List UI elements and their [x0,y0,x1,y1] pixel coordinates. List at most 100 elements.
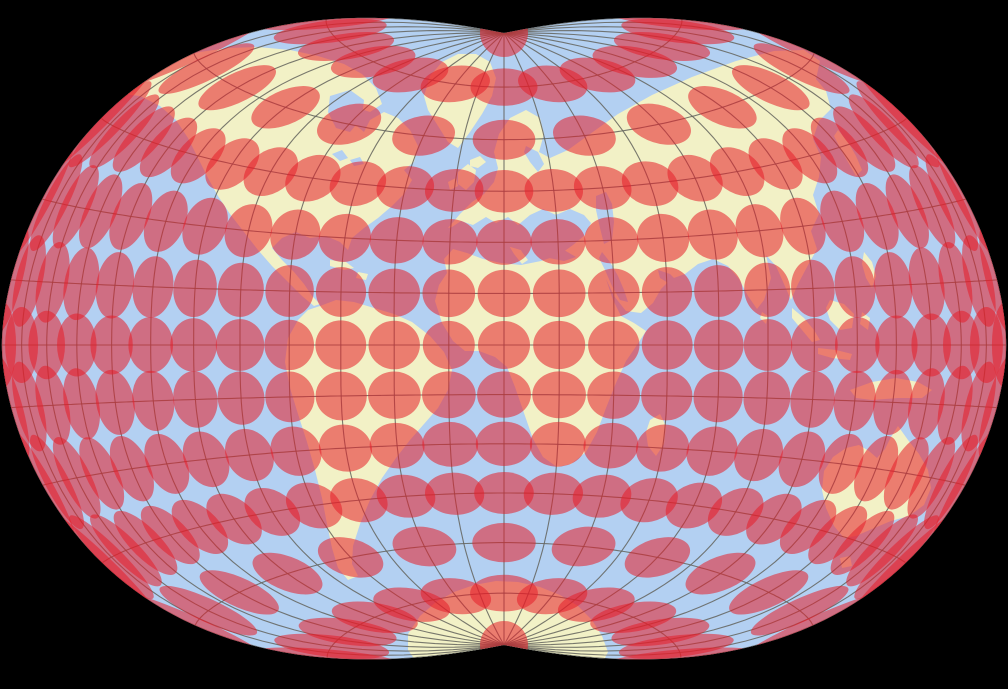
tissot-indicatrix [943,310,980,380]
tissot-indicatrix [182,431,230,488]
tissot-indicatrix [834,256,876,318]
tissot-indicatrix [551,526,616,567]
tissot-indicatrix [369,217,424,264]
tissot-indicatrix [368,320,420,370]
tissot-indicatrix [252,552,323,595]
tissot-indicatrix [317,103,382,145]
tissot-indicatrix [170,318,217,372]
tissot-indicatrix [635,424,690,472]
tissot-indicatrix [109,435,154,502]
tissot-indicatrix [29,154,83,251]
tissot-indicatrix [908,247,945,321]
tissot-indicatrix [170,128,226,184]
tissot-indicatrix [624,537,691,578]
tissot-indicatrix [144,433,190,494]
tissot-indicatrix [911,313,951,377]
tissot-indicatrix [583,422,639,469]
tissot-indicatrix [524,168,584,212]
tissot-indicatrix [572,474,632,518]
tissot-indicatrix [743,371,791,425]
tissot-indicatrix [69,515,154,600]
tissot-indicatrix [139,117,198,178]
tissot-indicatrix [694,265,743,317]
tissot-indicatrix [158,43,255,94]
tissot-indicatrix [820,190,865,252]
tissot-indicatrix [636,213,690,262]
tissot-indicatrix [856,81,940,168]
tissot-indicatrix [873,369,913,435]
tissot-indicatrix [140,505,200,565]
tissot-indicatrix [35,365,71,445]
tissot-indicatrix [315,267,367,317]
tissot-indicatrix [217,371,265,425]
tissot-indicatrix [315,320,367,370]
tissot-indicatrix [790,371,835,428]
tissot-indicatrix [693,371,743,423]
tissot-indicatrix [854,435,899,502]
tissot-indicatrix [848,94,919,169]
tissot-indicatrix [477,371,531,418]
tissot-indicatrix [368,268,421,318]
tissot-indicatrix [686,426,738,476]
tissot-indicatrix [143,190,188,252]
tissot-indicatrix [109,182,153,250]
tissot-indicatrix [392,526,457,567]
tissot-indicatrix [791,259,835,318]
tissot-indicatrix [422,269,476,318]
tissot-indicatrix [472,119,536,160]
tissot-indicatrix [225,428,274,482]
tissot-indicatrix [12,235,46,327]
tissot-indicatrix [626,103,691,145]
tissot-indicatrix [265,371,315,423]
tissot-indicatrix [422,219,478,265]
tissot-indicatrix [113,510,178,575]
tissot-indicatrix [63,368,101,440]
tissot-indicatrix [532,269,586,318]
tissot-indicatrix [132,370,175,432]
tissot-indicatrix [925,154,979,251]
tissot-indicatrix [472,522,536,563]
tissot-indicatrix [818,433,864,494]
tissot-indicatrix [477,269,531,318]
tissot-indicatrix [475,421,533,466]
tissot-indicatrix [215,319,265,371]
tissot-indicatrix [198,65,276,111]
tissot-indicatrix [835,317,880,373]
tissot-indicatrix [330,478,388,523]
tissot-indicatrix [584,217,639,264]
tissot-indicatrix [128,317,173,373]
tissot-indicatrix [621,161,679,207]
tissot-indicatrix [376,474,436,518]
tissot-indicatrix [199,570,279,615]
tissot-indicatrix [588,320,640,370]
tissot-indicatrix [329,161,387,207]
tissot-indicatrix [369,422,425,469]
tissot-indicatrix [529,421,586,467]
tissot-indicatrix [552,115,616,156]
tissot-indicatrix [112,106,175,172]
tissot-indicatrix [743,319,793,371]
tissot-indicatrix [285,482,343,529]
tissot-indicatrix [641,371,693,421]
tissot-indicatrix [753,43,850,94]
tissot-indicatrix [5,307,39,383]
tissot-indicatrix [873,252,913,319]
tissot-indicatrix [63,247,100,321]
tissot-indicatrix [79,174,123,249]
tissot-indicatrix [474,472,534,514]
tissot-indicatrix [744,262,791,317]
tissot-indicatrix [961,361,996,452]
tissot-indicatrix [830,510,895,575]
tissot-indicatrix [315,371,367,421]
tissot-indicatrix [533,320,586,370]
tissot-indicatrix [132,256,174,318]
tissot-indicatrix [750,585,849,636]
tissot-indicatrix [422,421,479,467]
tissot-indicatrix [688,86,757,129]
tissot-indicatrix [285,154,341,202]
tissot-indicatrix [735,204,784,258]
tissot-indicatrix [833,106,896,172]
tissot-indicatrix [159,585,258,636]
tissot-indicatrix [318,424,373,472]
